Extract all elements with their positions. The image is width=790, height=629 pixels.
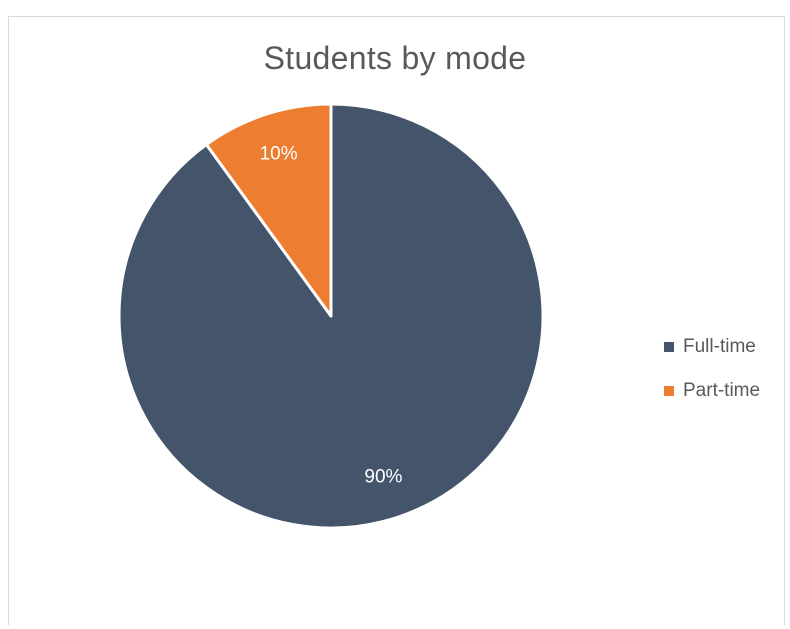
legend-label-full-time: Full-time [683,336,756,358]
data-label-part-time: 10% [260,144,298,165]
legend-item-full-time: Full-time [664,325,760,369]
legend: Full-time Part-time [664,325,760,413]
legend-item-part-time: Part-time [664,369,760,413]
legend-swatch-part-time [664,386,674,396]
legend-swatch-full-time [664,342,674,352]
legend-label-part-time: Part-time [683,380,760,402]
data-label-full-time: 90% [364,466,402,487]
